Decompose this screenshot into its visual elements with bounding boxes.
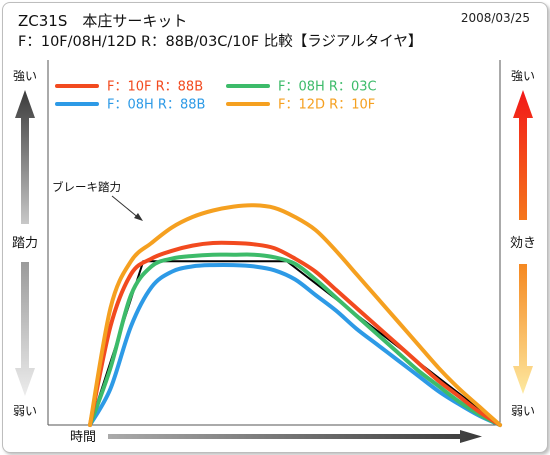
right-axis-middle-label: 効き (510, 236, 536, 251)
left-axis-bottom-label: 弱い (13, 404, 37, 418)
legend-label-4: F：12D R：10F (278, 98, 375, 113)
date-label: 2008/03/25 (461, 11, 530, 25)
right-axis-bottom-label: 弱い (511, 404, 535, 418)
legend-label-2: F：08H R：03C (278, 80, 377, 95)
left-axis-top-label: 強い (13, 69, 37, 83)
series-line-2 (88, 252, 502, 427)
right-down-arrow (513, 264, 533, 394)
annotation-pointer-head (134, 213, 143, 221)
annotation-pointer (111, 195, 141, 220)
legend-label-1: F：10F R：88B (107, 80, 203, 95)
chart-subtitle: F：10F/08H/12D R：88B/03C/10F 比較【ラジアルタイヤ】 (18, 32, 422, 50)
legend-label-3: F：08H R：88B (107, 98, 205, 113)
curve-layer (88, 203, 502, 427)
x-axis-arrow (108, 430, 482, 443)
brake-pedal-annotation: ブレーキ踏力 (52, 180, 121, 194)
right-axis-top-label: 強い (511, 69, 535, 83)
left-down-arrow (15, 262, 35, 396)
x-axis-label: 時間 (70, 430, 96, 445)
right-up-arrow (513, 90, 533, 220)
left-axis-middle-label: 踏力 (12, 236, 38, 251)
series-line-4 (88, 203, 502, 427)
left-up-arrow (15, 90, 35, 224)
chart-title: ZC31S 本庄サーキット (18, 12, 187, 30)
legend: F：10F R：88B F：08H R：03C F：08H R：88B F：12D R… (55, 80, 377, 113)
series-line-3 (88, 262, 502, 427)
series-line-1 (88, 240, 502, 427)
